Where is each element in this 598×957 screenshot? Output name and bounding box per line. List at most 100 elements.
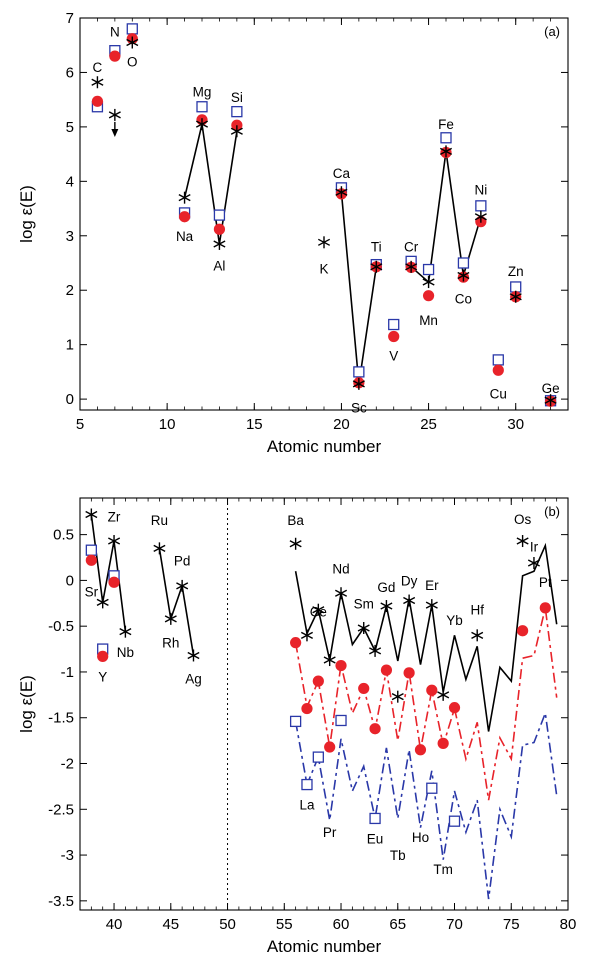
element-label: Nd [332,561,349,576]
y-tick-label: 2 [66,282,74,299]
data-point-asterisk [457,269,470,282]
data-point-square [426,782,438,794]
series-line [90,514,127,632]
y-tick-label: 3 [66,228,74,245]
panel-b: 40 45 50 55 60 65 70 75 80 0.5 0 -0.5 -1 -1.5 -2 -2.5 -3… [17,497,576,956]
element-label: Zr [108,509,121,524]
data-point-asterisk [85,508,98,521]
data-point-circle [358,682,370,695]
series-line [294,607,558,801]
data-point-asterisk [230,125,243,138]
data-point-asterisk [474,210,487,223]
element-label: Sr [85,584,99,599]
data-point-asterisk [91,76,104,89]
element-label: Eu [367,832,384,847]
data-point-square [388,318,400,331]
data-point-circle [290,637,302,649]
element-label: Co [455,291,472,306]
data-point-asterisk [335,186,348,199]
x-tick-label: 20 [333,416,350,433]
x-tick-label: 50 [219,916,236,933]
y-tick-label: 5 [66,119,74,136]
series-line [340,192,378,385]
element-label: Tm [433,862,453,877]
element-label: Na [176,229,194,244]
x-axis-label: Atomic number [267,937,382,956]
y-tick-label: -2.5 [48,801,74,818]
data-point-asterisk [213,237,226,250]
element-label: Yb [446,613,463,628]
data-point-asterisk [352,377,365,390]
data-point-circle [301,702,313,715]
data-point-circle [517,625,529,637]
data-point-asterisk [439,145,453,158]
data-point-asterisk [425,599,438,612]
x-tick-label: 5 [76,416,84,433]
element-label: Y [98,670,107,685]
data-point-asterisk [96,596,109,609]
x-tick-label: 70 [446,916,463,933]
element-label: C [93,60,103,75]
y-tick-label: 6 [66,64,74,81]
data-point-circle [414,744,427,756]
element-label: Si [231,90,243,105]
element-label: Ge [542,381,560,396]
data-point-circle [403,667,415,679]
data-point-square [492,354,504,366]
x-axis-label: Atomic number [267,437,382,456]
data-point-asterisk [369,644,382,657]
data-point-asterisk [516,535,529,548]
y-tick-label: 0.5 [53,527,74,544]
element-label: Sc [351,400,367,415]
data-point-circle [426,684,438,696]
series-line [183,124,238,245]
element-label: Pd [174,553,191,568]
data-point-asterisk [195,118,209,131]
data-point-circle [91,95,104,107]
data-point-asterisk [405,260,418,273]
data-point-square [231,105,243,118]
data-point-circle [437,737,449,749]
data-point-circle [335,659,347,672]
element-label: Hf [470,603,484,618]
y-axis-label: log ε(E) [17,675,36,733]
y-tick-label: -1 [61,664,74,681]
y-tick-label: -1.5 [48,710,74,727]
element-label: Ce [310,605,327,620]
y-tick-label: 4 [66,173,74,190]
x-tick-label: 30 [507,416,524,433]
data-point-asterisk [108,535,121,548]
element-label: Pt [539,575,552,590]
data-point-asterisk [391,690,404,703]
data-point-square [422,263,435,276]
element-label: Ti [371,240,382,255]
panel-label: (a) [544,24,560,39]
data-point-circle [312,675,324,687]
element-label: Al [213,259,225,274]
y-tick-label: -3 [61,847,74,864]
data-point-asterisk [153,542,166,555]
y-tick-label: -3.5 [48,893,74,910]
data-point-square [312,751,324,763]
data-point-circle [380,664,393,676]
data-point-circle [108,576,120,588]
data-point-asterisk [370,260,383,273]
data-point-asterisk [317,236,331,249]
data-point-square [126,23,138,35]
element-label: N [110,25,120,40]
element-label: La [299,798,315,813]
series-line [294,710,558,900]
data-point-circle [213,223,226,235]
data-point-asterisk [334,587,348,600]
element-label: Pr [323,825,337,840]
element-label: Ru [151,513,168,528]
element-label: Dy [401,573,418,588]
data-point-asterisk [380,600,393,613]
element-label: Mg [193,85,212,100]
data-point-asterisk [509,290,522,303]
element-label: Ag [185,671,202,686]
data-point-circle [85,554,97,566]
element-label: V [389,349,398,364]
panel-a: 5 10 15 20 25 30 0 1 2 3 4 5 6 7 Atomic number log ε(E)… [17,10,569,456]
